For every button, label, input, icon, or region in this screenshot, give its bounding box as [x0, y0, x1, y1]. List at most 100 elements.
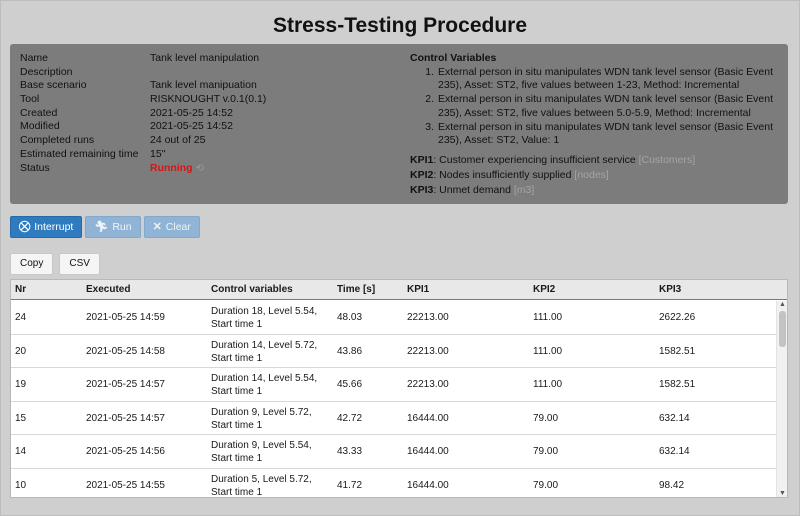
cell-control-variables: Duration 5, Level 5.72, Start time 1	[211, 473, 312, 498]
cell-executed: 2021-05-25 14:56	[86, 446, 165, 457]
control-variable-number: 3.	[425, 120, 434, 133]
cell-nr: 20	[15, 345, 27, 357]
detail-row-completed-runs: Completed runs 24 out of 25	[20, 134, 400, 148]
page-title: Stress-Testing Procedure	[272, 14, 528, 37]
cell-executed: 2021-05-25 14:57	[86, 379, 165, 390]
cell-kpi2: 79.00	[533, 479, 559, 491]
detail-value: 24 out of 25	[150, 134, 206, 147]
cell-kpi1: 22213.00	[407, 345, 449, 357]
cell-kpi1: 22213.00	[407, 312, 449, 323]
cell-executed: 2021-05-25 14:57	[86, 412, 165, 424]
cell-kpi3: 632.14	[659, 446, 690, 457]
column-header-kpi2[interactable]: KPI2	[533, 284, 556, 295]
detail-row-tool: Tool RISKNOUGHT v.0.1(0.1)	[20, 93, 400, 107]
column-header-kpi3[interactable]: KPI3	[659, 284, 682, 295]
status-running-label: Running	[150, 161, 193, 174]
run-icon: 🏃︎	[94, 221, 109, 233]
detail-label: Name	[20, 52, 49, 64]
control-variable-item: 2. External person in situ manipulates W…	[410, 93, 782, 120]
table-scrollbar[interactable]: ▲ ▼	[776, 301, 787, 497]
cell-kpi2: 111.00	[533, 312, 563, 323]
kpi-key: KPI2	[410, 168, 434, 181]
table-row[interactable]: 15 2021-05-25 14:57 Duration 9, Level 5.…	[11, 402, 777, 435]
kpi-unit: [m3]	[513, 183, 535, 196]
detail-value: RISKNOUGHT v.0.1(0.1)	[150, 93, 267, 106]
table-body: 24 2021-05-25 14:59 Duration 18, Level 5…	[11, 301, 777, 498]
cell-kpi1: 16444.00	[407, 412, 449, 424]
table-row[interactable]: 10 2021-05-25 14:55 Duration 5, Level 5.…	[11, 469, 777, 498]
procedure-info-panel: Name Tank level manipulation Description…	[10, 44, 788, 204]
detail-row-created: Created 2021-05-25 14:52	[20, 107, 400, 121]
table-header: Nr Executed Control variables Time [s] K…	[11, 280, 787, 300]
cell-kpi2: 111.00	[533, 345, 563, 357]
csv-button[interactable]: CSV	[59, 253, 100, 275]
column-header-executed[interactable]: Executed	[86, 284, 131, 295]
clear-button[interactable]: ✕ Clear	[143, 216, 200, 238]
cell-kpi1: 22213.00	[407, 379, 449, 390]
kpi-key: KPI1	[410, 153, 434, 166]
detail-value: Tank level manipuation	[150, 79, 257, 92]
refresh-icon: ⟲	[195, 162, 204, 174]
detail-label: Base scenario	[20, 79, 87, 92]
cell-control-variables: Duration 14, Level 5.54, Start time 1	[211, 373, 318, 397]
control-variable-item: 3. External person in situ manipulates W…	[410, 121, 782, 148]
export-toolbar: Copy CSV	[10, 253, 100, 275]
kpi-key: KPI3	[410, 183, 434, 196]
cell-control-variables: Duration 9, Level 5.54, Start time 1	[211, 440, 312, 464]
control-variable-text: External person in situ manipulates WDN …	[438, 65, 773, 92]
cell-nr: 10	[15, 479, 27, 491]
cell-kpi3: 1582.51	[659, 345, 696, 357]
cell-kpi2: 79.00	[533, 446, 559, 457]
cell-kpi1: 16444.00	[407, 446, 449, 457]
cell-nr: 19	[15, 379, 27, 390]
detail-row-modified: Modified 2021-05-25 14:52	[20, 120, 400, 134]
control-variables-block: Control Variables 1. External person in …	[410, 52, 782, 198]
column-header-kpi1[interactable]: KPI1	[407, 284, 430, 295]
kpi-row-kpi2: KPI2: Nodes insufficiently supplied [nod…	[410, 168, 782, 183]
table-row[interactable]: 14 2021-05-25 14:56 Duration 9, Level 5.…	[11, 435, 777, 469]
table-row[interactable]: 19 2021-05-25 14:57 Duration 14, Level 5…	[11, 368, 777, 402]
clear-button-label: Clear	[165, 221, 191, 233]
table-row[interactable]: 24 2021-05-25 14:59 Duration 18, Level 5…	[11, 301, 777, 335]
detail-label: Tool	[20, 93, 40, 106]
scroll-down-icon[interactable]: ▼	[779, 490, 786, 497]
detail-value: 15''	[150, 147, 166, 160]
detail-label: Status	[20, 161, 50, 174]
cell-time: 45.66	[337, 379, 363, 390]
cell-time: 43.33	[337, 446, 363, 457]
detail-value: Tank level manipulation	[150, 52, 260, 64]
kpi-row-kpi1: KPI1: Customer experiencing insufficient…	[410, 153, 782, 168]
detail-row-name: Name Tank level manipulation	[20, 52, 400, 66]
interrupt-button-label: Interrupt	[34, 221, 74, 233]
detail-row-base-scenario: Base scenario Tank level manipuation	[20, 79, 400, 93]
column-header-time[interactable]: Time [s]	[337, 284, 376, 295]
cell-time: 42.72	[337, 412, 363, 424]
control-variables-title: Control Variables	[410, 52, 497, 64]
control-variable-text: External person in situ manipulates WDN …	[438, 93, 773, 119]
control-variable-text: External person in situ manipulates WDN …	[438, 120, 773, 147]
kpi-description: : Nodes insufficiently supplied	[433, 168, 575, 181]
procedure-toolbar: ⛒ Interrupt 🏃︎ Run ✕ Clear	[10, 216, 200, 238]
detail-value: 2021-05-25 14:52	[150, 120, 233, 133]
detail-label: Estimated remaining time	[20, 147, 139, 160]
status-value: Running ⟲	[150, 162, 204, 176]
column-header-control-variables[interactable]: Control variables	[211, 284, 293, 295]
interrupt-button[interactable]: ⛒ Interrupt	[10, 216, 83, 238]
column-header-nr[interactable]: Nr	[15, 284, 27, 295]
copy-button[interactable]: Copy	[10, 253, 54, 275]
kpi-description: : Customer experiencing insufficient ser…	[433, 153, 639, 166]
cell-time: 48.03	[337, 312, 363, 323]
control-variables-list: 1. External person in situ manipulates W…	[410, 66, 782, 148]
cell-nr: 15	[15, 412, 27, 424]
detail-row-status: Status Running ⟲	[20, 162, 400, 176]
scroll-thumb[interactable]	[779, 311, 786, 347]
run-button[interactable]: 🏃︎ Run	[85, 216, 141, 238]
kpi-unit: [Customers]	[638, 153, 696, 166]
scroll-up-icon[interactable]: ▲	[779, 301, 786, 308]
table-row[interactable]: 20 2021-05-25 14:58 Duration 14, Level 5…	[11, 335, 777, 368]
cell-executed: 2021-05-25 14:58	[86, 345, 165, 357]
detail-row-description: Description	[20, 66, 400, 80]
cell-kpi3: 2622.26	[659, 312, 696, 323]
cell-time: 43.86	[337, 345, 363, 357]
cell-executed: 2021-05-25 14:55	[86, 479, 165, 491]
